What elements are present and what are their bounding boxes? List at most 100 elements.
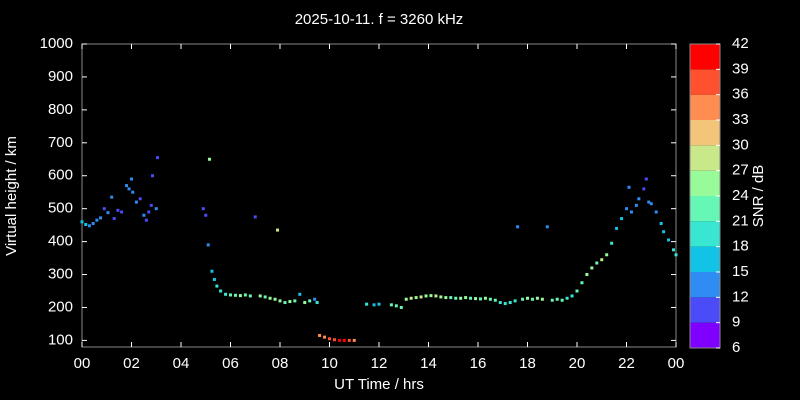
data-point: [637, 197, 641, 201]
data-point: [87, 224, 91, 228]
data-point: [565, 296, 569, 300]
data-point: [580, 281, 584, 285]
data-point: [535, 296, 539, 300]
data-point: [201, 207, 205, 211]
colorbar-tick-label: 27: [732, 162, 749, 179]
data-point: [429, 294, 433, 298]
data-point: [394, 304, 398, 308]
data-point: [142, 213, 146, 217]
colorbar-band: [690, 246, 720, 272]
data-point: [530, 297, 534, 301]
data-point: [439, 295, 443, 299]
data-point: [560, 298, 564, 302]
data-point: [590, 266, 594, 270]
data-point: [298, 292, 302, 296]
data-point: [273, 297, 277, 301]
data-point: [414, 296, 418, 300]
colorbar-band: [690, 69, 720, 95]
data-point: [332, 338, 336, 342]
data-point: [219, 289, 223, 293]
x-tick-label: 00: [74, 355, 91, 372]
data-point: [493, 298, 497, 302]
data-point: [474, 297, 478, 301]
data-point: [110, 195, 114, 199]
data-point: [662, 230, 666, 234]
data-point: [674, 253, 678, 257]
data-point: [243, 293, 247, 297]
data-point: [212, 277, 216, 281]
data-point: [404, 297, 408, 301]
data-point: [659, 221, 663, 225]
colorbar-tick-label: 36: [732, 86, 749, 103]
y-axis-label: Virtual height / km: [3, 136, 20, 256]
data-point: [605, 253, 609, 257]
data-point: [615, 226, 619, 230]
colorbar-band: [690, 145, 720, 171]
x-tick-label: 10: [321, 355, 338, 372]
data-point: [600, 258, 604, 262]
data-point: [672, 248, 676, 252]
colorbar-band: [690, 94, 720, 120]
x-axis-label: UT Time / hrs: [334, 376, 424, 393]
data-point: [147, 210, 151, 214]
data-point: [206, 243, 210, 247]
data-point: [154, 207, 158, 211]
data-point: [229, 293, 232, 297]
colorbar-band: [690, 120, 720, 146]
data-point: [555, 297, 559, 301]
data-point: [545, 225, 549, 229]
data-point: [654, 210, 658, 214]
x-tick-label: 20: [569, 355, 586, 372]
data-point: [313, 297, 317, 301]
y-tick-label: 100: [48, 331, 73, 348]
data-point: [647, 200, 651, 204]
data-point: [238, 294, 242, 298]
data-point: [620, 217, 624, 221]
colorbar-band: [690, 322, 720, 348]
data-point: [513, 299, 517, 303]
data-point: [667, 238, 671, 242]
x-tick-label: 22: [618, 355, 635, 372]
colorbar-tick-label: 30: [732, 136, 749, 153]
data-point: [130, 177, 133, 181]
data-point: [112, 217, 116, 221]
data-point: [570, 294, 574, 298]
data-point: [464, 296, 468, 300]
colorbar-tick-label: 24: [732, 187, 749, 204]
data-point: [155, 156, 159, 160]
data-point: [253, 215, 257, 219]
data-point: [503, 302, 507, 306]
colorbar-tick-label: 33: [732, 111, 749, 128]
data-point: [215, 284, 219, 288]
y-tick-label: 300: [48, 266, 73, 283]
colorbar-band: [690, 170, 720, 196]
y-tick-label: 800: [48, 101, 73, 118]
colorbar-tick-label: 6: [732, 339, 740, 356]
data-point: [144, 218, 148, 222]
data-point: [288, 300, 292, 304]
data-point: [127, 187, 131, 191]
data-point: [642, 187, 646, 191]
data-point: [95, 218, 99, 222]
colorbar-label: SNR / dB: [750, 165, 767, 228]
data-point: [488, 297, 492, 301]
data-point: [80, 220, 84, 224]
data-point: [210, 269, 214, 273]
data-point: [248, 294, 252, 298]
data-point: [207, 157, 211, 161]
x-tick-label: 04: [173, 355, 190, 372]
data-point: [644, 177, 648, 181]
data-point: [389, 303, 393, 307]
data-point: [399, 305, 403, 309]
colorbar-tick-label: 9: [732, 314, 740, 331]
x-tick-label: 14: [420, 355, 437, 372]
y-tick-label: 500: [48, 200, 73, 217]
data-point: [372, 303, 376, 307]
colorbar-band: [690, 297, 720, 323]
x-tick-label: 12: [371, 355, 388, 372]
data-point: [434, 294, 438, 298]
data-point: [278, 299, 282, 303]
data-point: [125, 184, 129, 188]
